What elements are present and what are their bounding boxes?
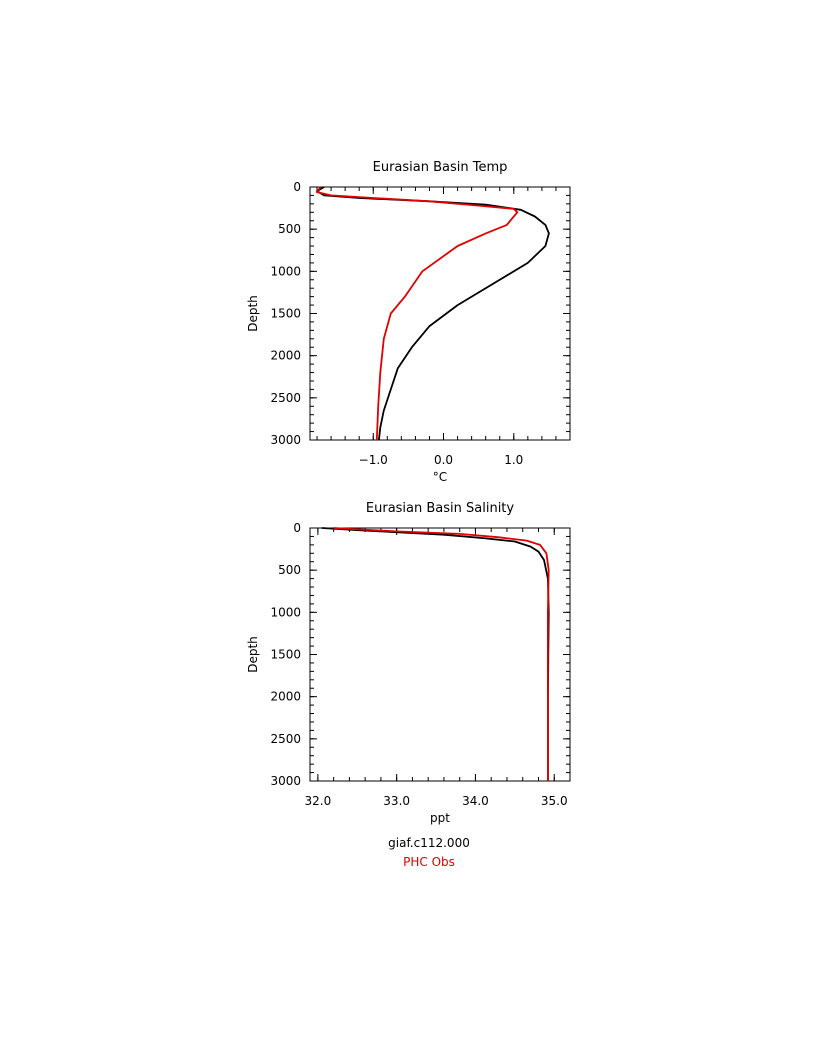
plot-frame [309, 527, 571, 782]
series-obs-line [333, 527, 550, 781]
x-tick-label: 0.0 [434, 453, 453, 467]
y-tick-label: 2500 [270, 732, 301, 746]
y-axis-label: Depth [246, 295, 260, 332]
series-obs-line [316, 186, 519, 441]
x-tick-label: 32.0 [305, 794, 332, 808]
salinity-panel: Eurasian Basin Salinity 0 500 1000 1500 2000 2… [246, 501, 571, 825]
y-tick-label: 3000 [270, 774, 301, 788]
x-tick-label: −1.0 [359, 453, 388, 467]
y-tick-label: 0 [293, 180, 301, 194]
y-tick-label: 0 [293, 521, 301, 535]
series-model-line [316, 186, 550, 441]
y-tick-label: 500 [278, 563, 301, 577]
y-tick-label: 2000 [270, 690, 301, 704]
y-tick-label: 500 [278, 222, 301, 236]
y-tick-label: 2500 [270, 391, 301, 405]
x-axis-label: ppt [430, 811, 450, 825]
legend-model-label: giaf.c112.000 [388, 836, 470, 850]
y-tick-label: 2000 [270, 349, 301, 363]
series-model-line [321, 527, 550, 781]
y-tick-label: 1500 [270, 648, 301, 662]
y-tick-label: 3000 [270, 433, 301, 447]
x-tick-label: 1.0 [504, 453, 523, 467]
chart-title: Eurasian Basin Salinity [366, 501, 515, 516]
plot-frame [309, 186, 571, 441]
x-tick-label: 33.0 [383, 794, 410, 808]
y-tick-label: 1500 [270, 307, 301, 321]
chart-title: Eurasian Basin Temp [373, 160, 508, 175]
x-axis-label: °C [433, 470, 447, 484]
y-tick-label: 1000 [270, 605, 301, 619]
temperature-panel: Eurasian Basin Temp 0 500 1000 1500 2000 2500 3… [246, 160, 571, 484]
x-tick-label: 34.0 [462, 794, 489, 808]
legend-obs-label: PHC Obs [403, 855, 455, 869]
y-tick-label: 1000 [270, 264, 301, 278]
x-tick-label: 35.0 [541, 794, 568, 808]
y-axis-label: Depth [246, 636, 260, 673]
